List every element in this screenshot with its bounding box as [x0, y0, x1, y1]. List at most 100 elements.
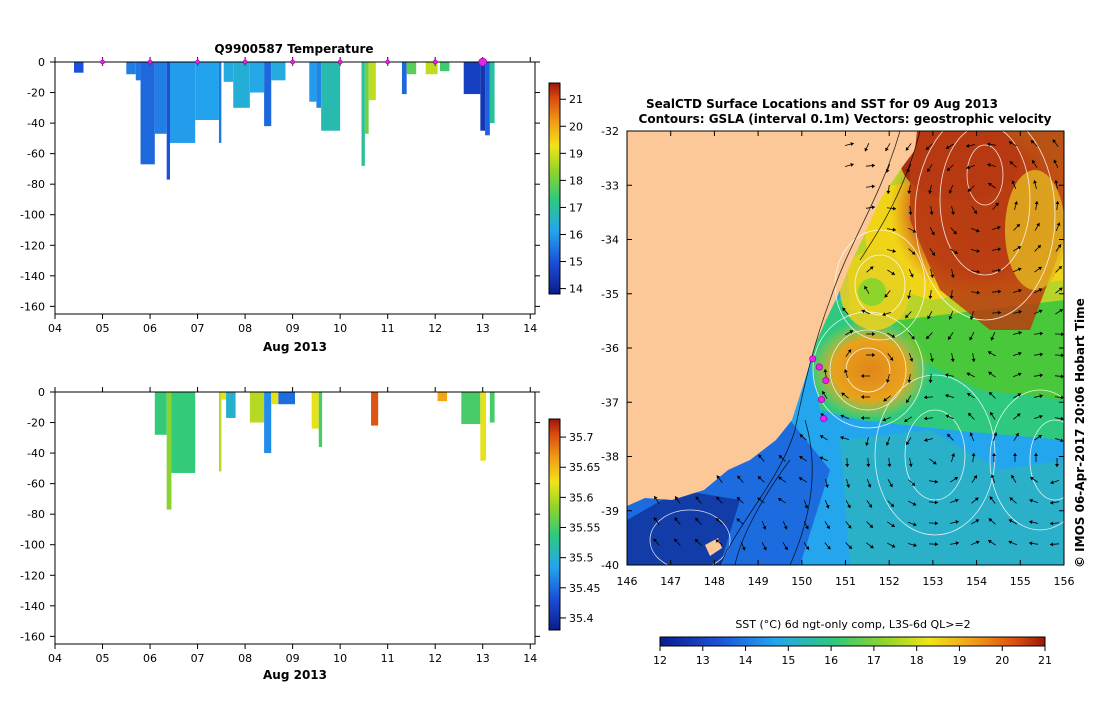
seal-location-marker [823, 377, 829, 383]
profile-cell [195, 62, 219, 120]
temperature-x-label: Aug 2013 [263, 340, 327, 354]
profile-cell [155, 62, 167, 134]
x-tick-label: 14 [523, 322, 537, 335]
profile-cell [155, 392, 167, 435]
colorbar-tick-label: 35.45 [569, 582, 601, 595]
profile-cell [480, 392, 486, 461]
profile-cell [371, 392, 378, 426]
x-tick-label: 07 [191, 322, 205, 335]
lon-tick-label: 148 [704, 575, 725, 588]
profile-cell [461, 392, 480, 424]
profile-cell [440, 62, 450, 71]
lon-tick-label: 146 [617, 575, 638, 588]
lat-tick-label: -32 [601, 125, 619, 138]
colorbar-tick-label: 35.65 [569, 461, 601, 474]
profile-cell [278, 392, 295, 404]
colorbar-tick-label: 19 [569, 147, 583, 160]
y-tick-label: -140 [20, 270, 45, 283]
colorbar-tick-label: 35.5 [569, 552, 594, 565]
y-tick-label: -60 [27, 148, 45, 161]
sst-colorbar-tick-label: 16 [824, 654, 838, 667]
map-title: SealCTD Surface Locations and SST for 09… [646, 97, 998, 111]
temperature-plot-frame [55, 62, 535, 314]
y-tick-label: -160 [20, 300, 45, 313]
colorbar-tick-label: 14 [569, 283, 583, 296]
y-tick-label: 0 [38, 56, 45, 69]
x-tick-label: 06 [143, 322, 157, 335]
profile-cell [221, 392, 226, 400]
profile-cell [264, 62, 271, 126]
lat-tick-label: -33 [601, 179, 619, 192]
seal-location-marker [820, 415, 826, 421]
map-subtitle: Contours: GSLA (interval 0.1m) Vectors: … [639, 112, 1052, 126]
surface-marker [291, 60, 295, 64]
lat-tick-label: -37 [601, 396, 619, 409]
colorbar-tick-label: 35.6 [569, 491, 594, 504]
surface-marker [101, 60, 105, 64]
profile-cell [126, 62, 136, 74]
sst-field [627, 110, 1090, 570]
sst-colorbar-tick-label: 14 [739, 654, 753, 667]
imos-credit: © IMOS 06-Apr-2017 20:06 Hobart Time [1073, 298, 1087, 568]
profile-cell [402, 62, 407, 94]
seal-location-marker [818, 396, 824, 402]
colorbar-tick-label: 35.55 [569, 522, 601, 535]
profile-cell [362, 62, 365, 166]
profile-cell [219, 62, 221, 143]
profile-cell [480, 62, 485, 131]
profile-cell [365, 62, 369, 134]
x-tick-label: 05 [96, 322, 110, 335]
lon-tick-label: 152 [879, 575, 900, 588]
surface-marker [243, 60, 247, 64]
lat-tick-label: -39 [601, 505, 619, 518]
y-tick-label: -120 [20, 569, 45, 582]
profile-cell [369, 62, 376, 100]
colorbar-tick-label: 18 [569, 174, 583, 187]
colorbar-tick-label: 15 [569, 256, 583, 269]
sst-colorbar-tick-label: 19 [952, 654, 966, 667]
x-tick-label: 08 [238, 322, 252, 335]
profile-cell [74, 62, 84, 73]
salinity-y-ticks: 0-20-40-60-80-100-120-140-160 [20, 386, 540, 643]
y-tick-label: -140 [20, 600, 45, 613]
profile-cell [438, 392, 448, 401]
lat-tick-label: -34 [601, 234, 619, 247]
lat-tick-label: -40 [601, 559, 619, 572]
profile-cell [485, 62, 490, 135]
profile-cell [250, 392, 264, 423]
sst-colorbar-tick-label: 12 [653, 654, 667, 667]
lon-tick-label: 151 [835, 575, 856, 588]
y-tick-label: -40 [27, 117, 45, 130]
profile-cell [224, 62, 234, 82]
x-tick-label: 14 [523, 652, 537, 665]
salinity-colorbar [549, 419, 560, 630]
lon-tick-label: 155 [1010, 575, 1031, 588]
profile-cell [309, 62, 316, 102]
profile-cell [319, 392, 322, 447]
profile-cell [312, 392, 319, 429]
x-tick-label: 13 [476, 322, 490, 335]
y-tick-label: -80 [27, 178, 45, 191]
lon-tick-label: 156 [1054, 575, 1075, 588]
lat-tick-label: -36 [601, 342, 619, 355]
profile-cell [226, 392, 236, 418]
x-tick-label: 05 [96, 652, 110, 665]
x-tick-label: 10 [333, 652, 347, 665]
x-tick-label: 13 [476, 652, 490, 665]
profile-cell [167, 62, 170, 180]
seal-location-marker [816, 364, 822, 370]
profile-cell [170, 62, 195, 143]
sst-colorbar-label: SST (°C) 6d ngt-only comp, L3S-6d QL>=2 [735, 618, 970, 631]
salinity-plot-frame [55, 392, 535, 644]
y-tick-label: -20 [27, 87, 45, 100]
surface-marker [338, 60, 342, 64]
profile-cell [136, 62, 141, 80]
x-tick-label: 04 [48, 322, 62, 335]
sst-colorbar-tick-label: 13 [696, 654, 710, 667]
y-tick-label: -20 [27, 417, 45, 430]
